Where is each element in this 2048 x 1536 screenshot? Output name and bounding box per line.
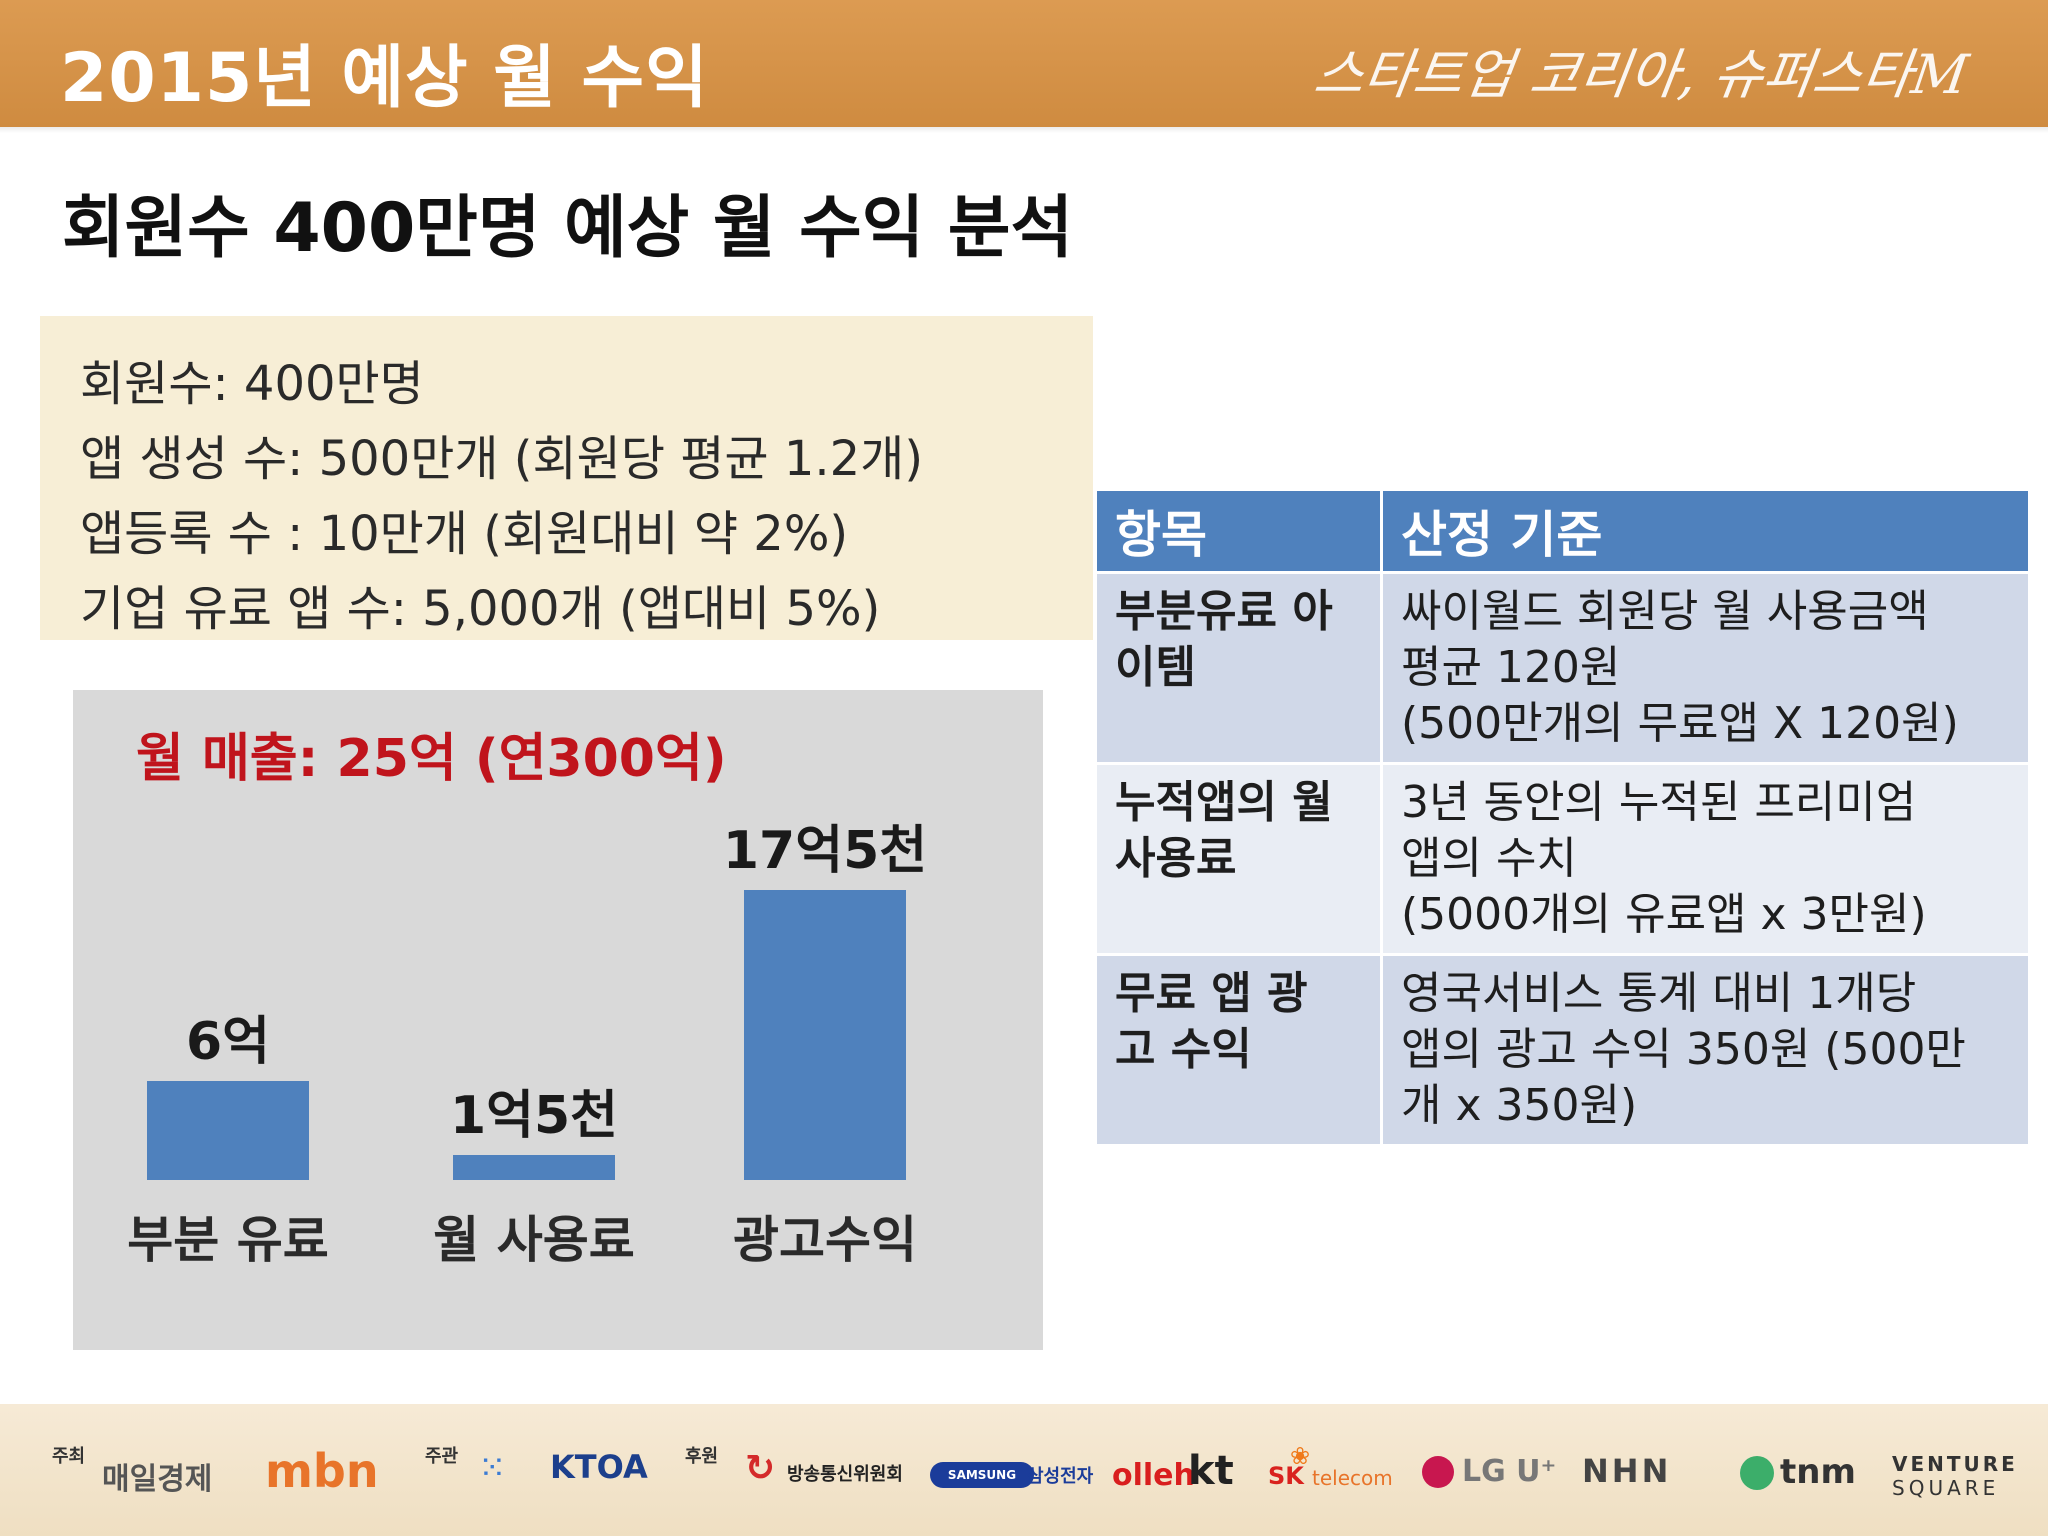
- row-item-line: 무료 앱 광: [1115, 968, 1308, 1019]
- sk-logo: SK: [1268, 1462, 1304, 1490]
- tnm-logo: tnm: [1780, 1452, 1856, 1492]
- sponsor-footer: 주최 매일경제 mbn 주관 ⁙ KTOA 후원 ↻ 방송통신위원회 SAMSU…: [0, 1404, 2048, 1536]
- criteria-table: 항목 산정 기준 부분유료 아 이템 싸이월드 회원당 월 사용금액 평균 12…: [1094, 488, 2031, 1147]
- row-item-line: 이템: [1115, 642, 1196, 693]
- row-basis-line: 싸이월드 회원당 월 사용금액: [1401, 586, 1929, 637]
- row-item: 부분유료 아 이템: [1094, 571, 1383, 765]
- kt-logo: kt: [1188, 1448, 1234, 1494]
- column-header-item: 항목: [1094, 488, 1383, 574]
- row-basis-line: (500만개의 무료앱 X 120원): [1401, 698, 1959, 749]
- bar-value-label: 6억: [185, 1012, 271, 1072]
- tnm-circle-icon: [1740, 1456, 1774, 1490]
- bar-value-label: 17억5천: [722, 821, 928, 881]
- samsung-electronics-logo: 삼성전자: [1027, 1466, 1094, 1487]
- ktoa-logo: KTOA: [550, 1448, 648, 1486]
- table-row: 무료 앱 광 고 수익 영국서비스 통계 대비 1개당 앱의 광고 수익 350…: [1094, 953, 2031, 1147]
- ktoa-dots-icon: ⁙: [478, 1448, 507, 1488]
- assumption-members: 회원수: 400만명: [80, 356, 424, 412]
- slogan-wordmark: 스타트업 코리아, 슈퍼스타M: [1309, 43, 1972, 106]
- row-basis-line: 앱의 광고 수익 350원 (500만: [1401, 1024, 1966, 1075]
- category-label: 부분 유료: [127, 1211, 329, 1269]
- mbn-logo: mbn: [265, 1444, 379, 1498]
- maeil-logo: 매일경제: [102, 1462, 213, 1497]
- kcc-emblem-icon: ↻: [745, 1448, 776, 1489]
- assumption-paid-apps: 기업 유료 앱 수: 5,000개 (앱대비 5%): [80, 581, 881, 637]
- lg-face-icon: [1422, 1456, 1454, 1488]
- category-label: 광고수익: [733, 1211, 917, 1269]
- row-item-line: 고 수익: [1115, 1024, 1252, 1075]
- table-header-row: 항목 산정 기준: [1094, 488, 2031, 574]
- lgu-logo: LG U⁺: [1462, 1454, 1557, 1489]
- row-basis-line: 영국서비스 통계 대비 1개당: [1401, 968, 1917, 1019]
- telecom-logo: telecom: [1312, 1466, 1393, 1490]
- assumptions-box: 회원수: 400만명 앱 생성 수: 500만개 (회원당 평균 1.2개) 앱…: [40, 316, 1093, 640]
- organizer-label: 주관: [425, 1446, 459, 1467]
- row-item: 누적앱의 월 사용료: [1094, 762, 1383, 956]
- category-label: 월 사용료: [433, 1211, 635, 1269]
- row-basis-line: (5000개의 유료앱 x 3만원): [1401, 889, 1927, 940]
- row-basis-line: 개 x 350원): [1401, 1080, 1638, 1131]
- chart-title: 월 매출: 25억 (연300억): [136, 729, 727, 789]
- sk-butterfly-icon: ❀: [1290, 1442, 1311, 1470]
- olleh-logo: olleh: [1112, 1458, 1195, 1493]
- bar-1: [147, 1081, 309, 1180]
- row-basis: 3년 동안의 누적된 프리미엄 앱의 수치 (5000개의 유료앱 x 3만원): [1380, 762, 2031, 956]
- table-row: 누적앱의 월 사용료 3년 동안의 누적된 프리미엄 앱의 수치 (5000개의…: [1094, 762, 2031, 956]
- samsung-logo: SAMSUNG: [930, 1462, 1034, 1488]
- bar-value-label: 1억5천: [449, 1086, 619, 1146]
- host-label: 주최: [52, 1446, 86, 1467]
- nhn-logo: NHN: [1582, 1452, 1672, 1490]
- row-item-line: 부분유료 아: [1115, 586, 1333, 637]
- venture-logo: VENTURE: [1892, 1452, 2018, 1476]
- column-header-basis: 산정 기준: [1380, 488, 2031, 574]
- page-subtitle: 회원수 400만명 예상 월 수익 분석: [62, 189, 1074, 268]
- row-item-line: 사용료: [1115, 833, 1237, 884]
- assumption-apps-registered: 앱등록 수 : 10만개 (회원대비 약 2%): [80, 506, 849, 562]
- row-item-line: 누적앱의 월: [1115, 777, 1333, 828]
- row-item: 무료 앱 광 고 수익: [1094, 953, 1383, 1147]
- sponsor-label: 후원: [685, 1446, 719, 1467]
- row-basis: 영국서비스 통계 대비 1개당 앱의 광고 수익 350원 (500만 개 x …: [1380, 953, 2031, 1147]
- row-basis-line: 3년 동안의 누적된 프리미엄: [1401, 777, 1917, 828]
- row-basis-line: 평균 120원: [1401, 642, 1621, 693]
- header-shadow: [0, 127, 2048, 133]
- bar-2: [453, 1155, 615, 1180]
- slide-title: 2015년 예상 월 수익: [60, 39, 709, 118]
- assumption-apps-created: 앱 생성 수: 500만개 (회원당 평균 1.2개): [80, 431, 924, 487]
- slide-header: 2015년 예상 월 수익 스타트업 코리아, 슈퍼스타M: [0, 0, 2048, 127]
- table-row: 부분유료 아 이템 싸이월드 회원당 월 사용금액 평균 120원 (500만개…: [1094, 571, 2031, 765]
- bar-3: [744, 890, 906, 1180]
- row-basis: 싸이월드 회원당 월 사용금액 평균 120원 (500만개의 무료앱 X 12…: [1380, 571, 2031, 765]
- kcc-logo: 방송통신위원회: [787, 1464, 903, 1485]
- square-logo: SQUARE: [1892, 1476, 2000, 1500]
- row-basis-line: 앱의 수치: [1401, 833, 1577, 884]
